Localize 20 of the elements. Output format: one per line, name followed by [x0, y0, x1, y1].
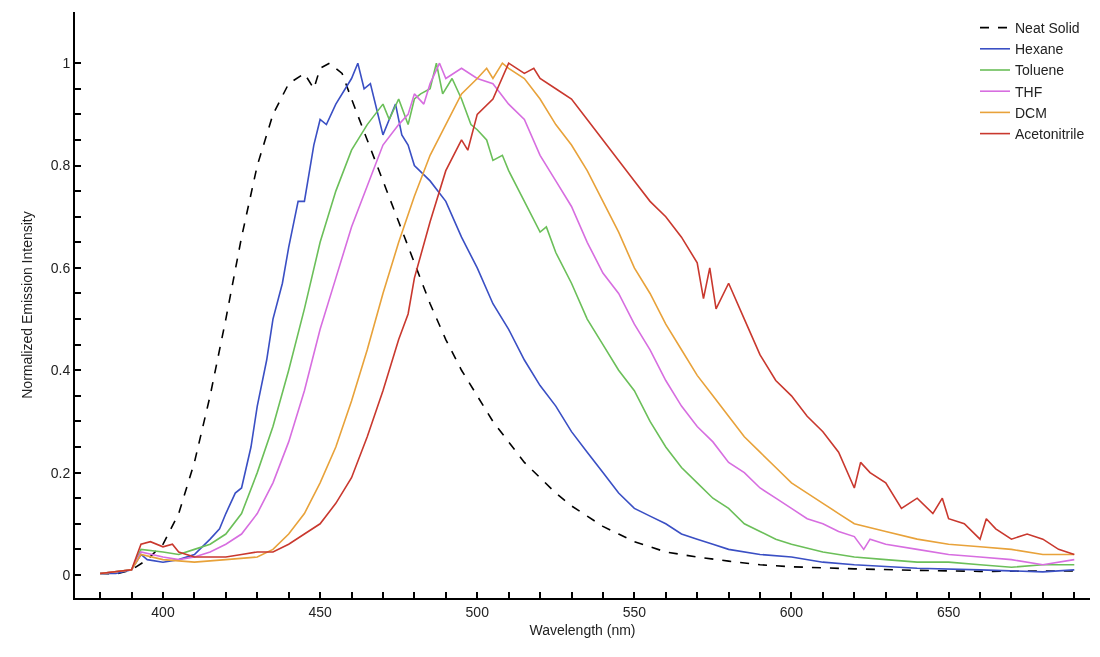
legend-label: Hexane	[1015, 41, 1064, 58]
legend-label: Neat Solid	[1015, 20, 1080, 37]
y-tick-label: 1	[62, 55, 71, 72]
y-tick-label: 0.8	[50, 157, 71, 174]
x-tick-label: 400	[151, 603, 175, 620]
y-axis-title: Normalized Emission Intensity	[18, 211, 35, 399]
y-tick-label: 0.2	[50, 464, 71, 481]
y-tick-label: 0.4	[50, 362, 71, 379]
legend-label: Acetonitrile	[1015, 126, 1085, 143]
x-axis-title: Wavelength (nm)	[529, 621, 636, 638]
y-tick-label: 0.6	[50, 259, 71, 276]
legend-label: DCM	[1015, 104, 1047, 121]
x-tick-label: 450	[308, 603, 332, 620]
x-tick-label: 550	[622, 603, 647, 620]
x-tick-label: 600	[779, 603, 804, 620]
legend-label: THF	[1015, 83, 1043, 100]
x-tick-label: 500	[465, 603, 490, 620]
x-tick-label: 650	[936, 603, 961, 620]
legend-label: Toluene	[1015, 62, 1065, 79]
y-tick-label: 0	[62, 566, 71, 583]
